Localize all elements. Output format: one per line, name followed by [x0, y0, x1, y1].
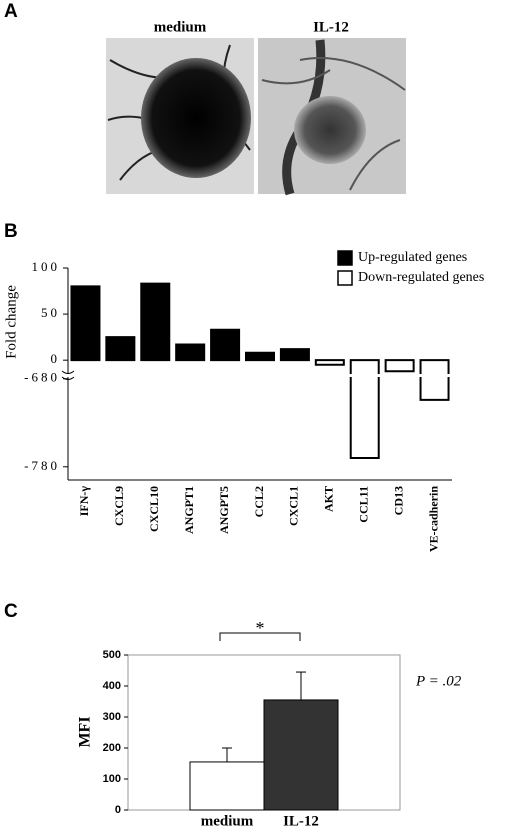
- legend-swatch: [337, 270, 353, 286]
- bar: [314, 359, 345, 366]
- x-tick-label: CCL2: [252, 486, 266, 517]
- y-tick-label: 500: [103, 649, 121, 661]
- bar: [279, 348, 310, 362]
- bar: [210, 328, 241, 362]
- legend-label: Up-regulated genes: [358, 250, 467, 265]
- x-tick-label: AKT: [322, 486, 336, 512]
- x-tick-label: CXCL1: [287, 486, 301, 526]
- significance-bracket: [219, 632, 301, 641]
- bar: [245, 351, 275, 362]
- bar: [140, 282, 171, 362]
- y-tick-label: 0: [115, 804, 121, 816]
- bar: [349, 359, 380, 459]
- bar: [419, 359, 450, 401]
- image-caption: medium: [154, 19, 207, 35]
- y-axis-label: Fold change: [3, 285, 19, 359]
- y-tick-label: -680: [24, 370, 60, 385]
- bar: [263, 699, 339, 811]
- x-tick-label: CD13: [391, 486, 405, 515]
- legend-label: Down-regulated genes: [358, 270, 484, 285]
- bar: [105, 336, 136, 362]
- y-tick-label: 300: [103, 711, 121, 723]
- y-tick-label: 400: [103, 680, 121, 692]
- y-tick-label: 200: [103, 742, 121, 754]
- y-tick-label: 100: [32, 259, 61, 274]
- x-tick-label: medium: [201, 813, 254, 829]
- panel-label: C: [4, 601, 18, 622]
- y-tick-label: 100: [103, 773, 121, 785]
- panel-c: 0 100 200 300 400 500 MFI medium IL-12 * P = .02: [77, 618, 462, 829]
- bar: [189, 761, 265, 811]
- image-il12: [258, 38, 406, 196]
- x-tick-label: ANGPT5: [217, 486, 231, 534]
- bar: [384, 359, 415, 373]
- annotation: P = .02: [415, 673, 462, 689]
- x-tick-label: CXCL10: [147, 486, 161, 532]
- y-axis-label: MFI: [77, 716, 94, 747]
- image-caption: IL-12: [313, 19, 349, 35]
- bar: [175, 343, 206, 362]
- y-tick-label: 0: [51, 351, 61, 366]
- annotation: *: [256, 618, 265, 638]
- x-tick-label: ANGPT1: [182, 486, 196, 534]
- panel-label: A: [4, 1, 18, 22]
- legend-swatch: [337, 250, 353, 266]
- bar: [70, 285, 101, 362]
- panel-b: -780 -680 0 50 100 Fold change IFN-γ CXCL9 CXCL1…: [3, 250, 484, 552]
- y-tick-label: 50: [41, 305, 60, 320]
- x-tick-label: VE-cadherin: [426, 486, 440, 552]
- axis-break: [61, 370, 75, 380]
- x-tick-label: CXCL9: [112, 486, 126, 526]
- image-medium: [106, 38, 254, 194]
- x-tick-label: IL-12: [283, 813, 319, 829]
- y-tick-label: -780: [24, 458, 60, 473]
- x-tick-label: IFN-γ: [77, 486, 91, 517]
- panel-label: B: [4, 221, 18, 242]
- x-tick-label: CCL11: [356, 486, 370, 523]
